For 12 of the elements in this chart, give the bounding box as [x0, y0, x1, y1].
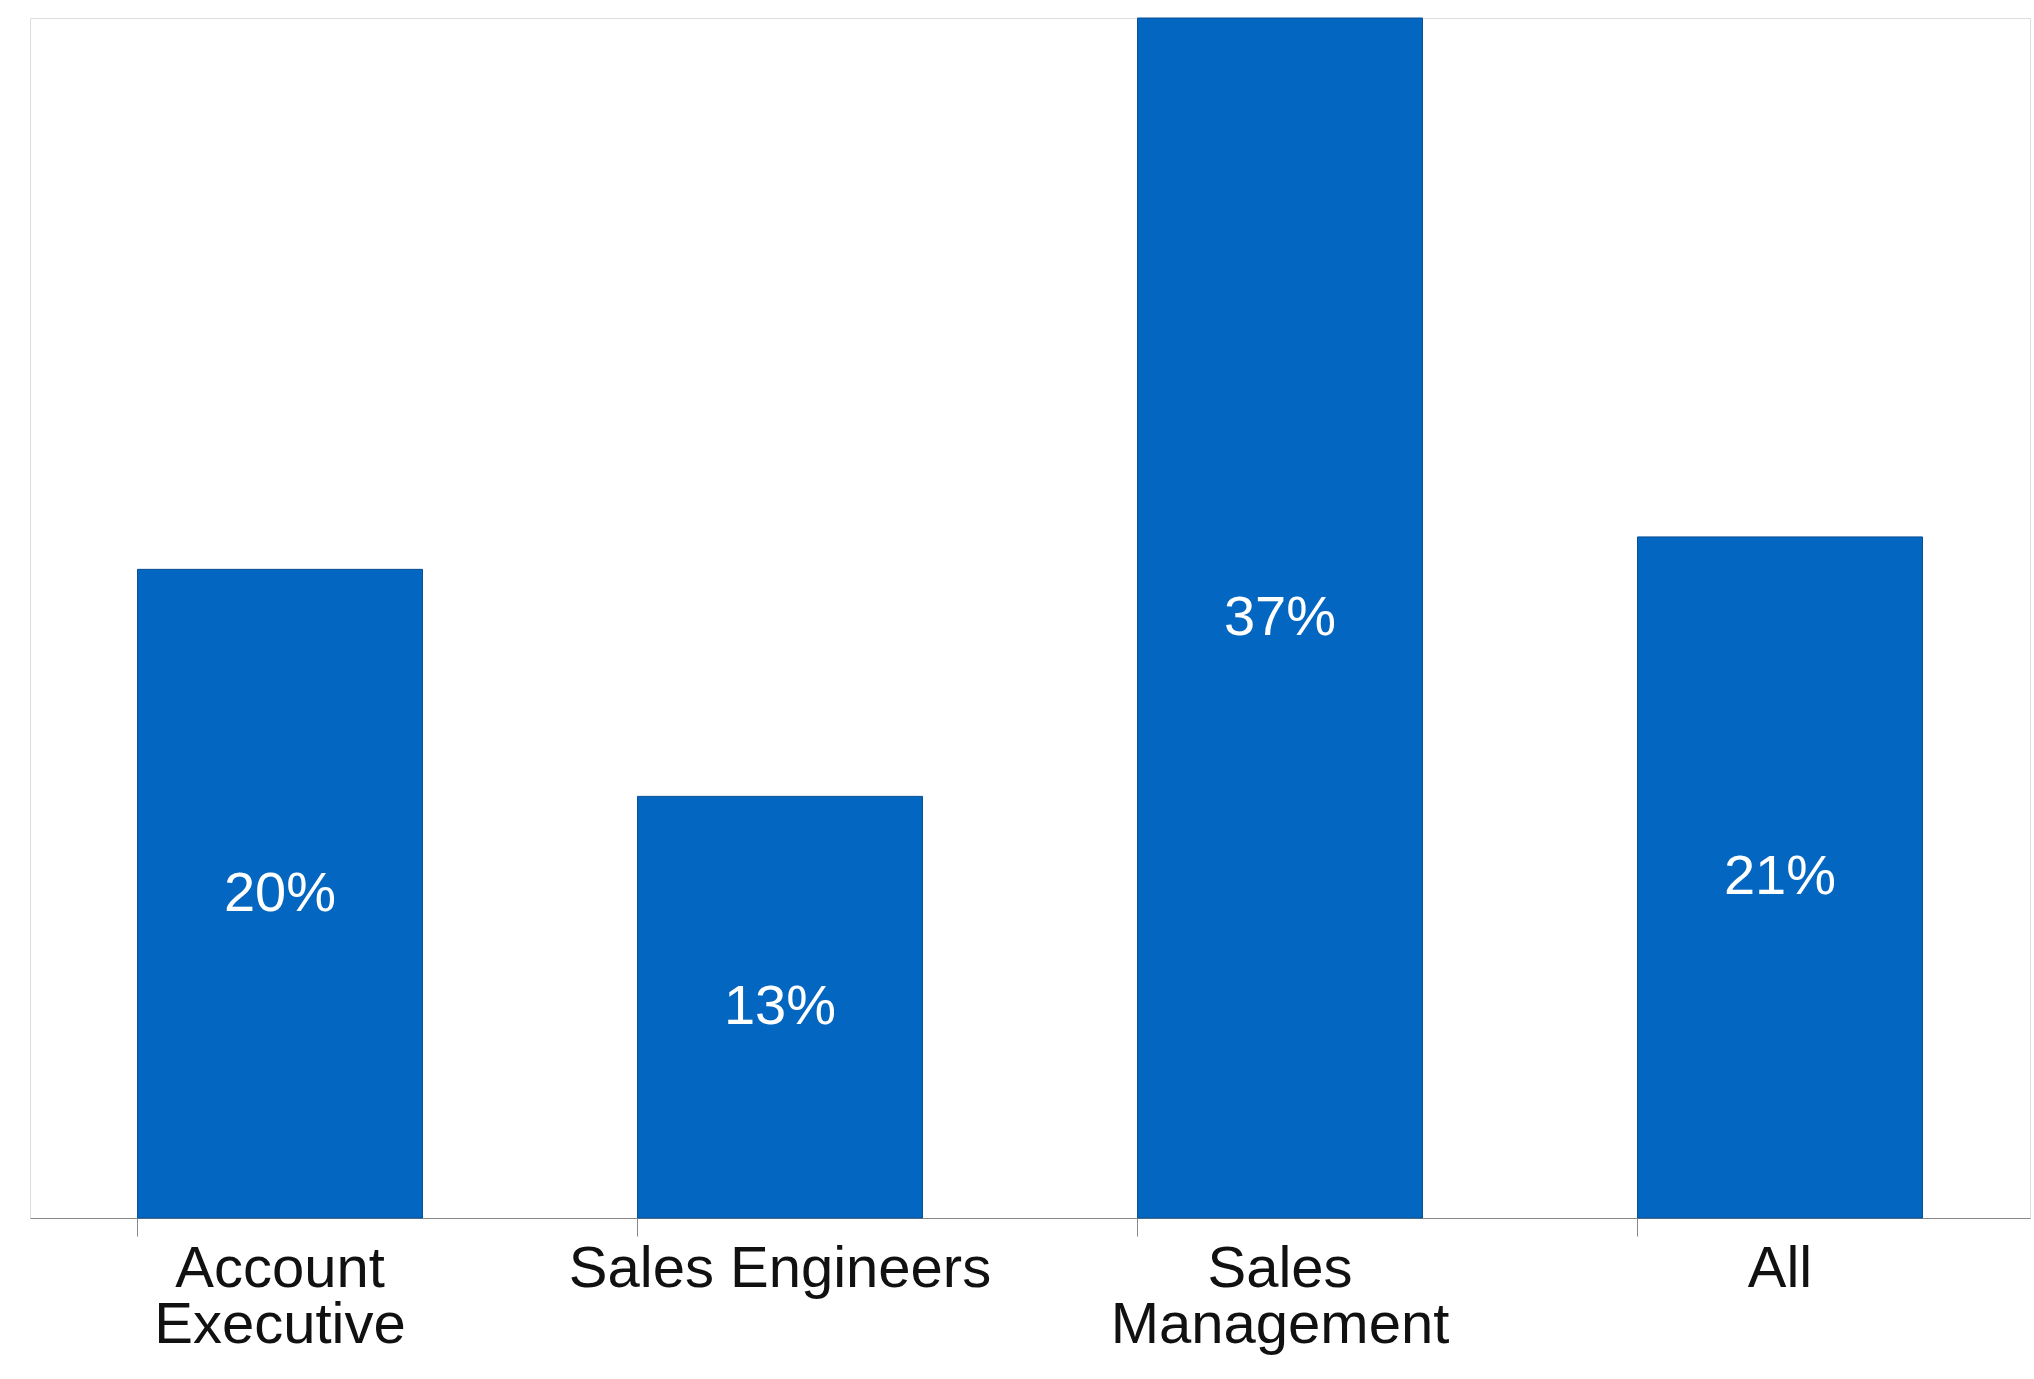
x-tick-label: All [1747, 1233, 1813, 1299]
data-label: 13% [723, 973, 837, 1037]
bar [1137, 17, 1423, 1219]
data-label: 37% [1223, 584, 1337, 647]
bar [637, 795, 923, 1219]
bar [137, 568, 423, 1219]
x-tick-label: Sales Management [1110, 1233, 1450, 1355]
data-label: 20% [223, 859, 337, 923]
data-label: 21% [1723, 843, 1837, 907]
x-tick-label: Account Executive [154, 1233, 406, 1355]
x-tick-label: Sales Engineers [568, 1233, 992, 1299]
bar [1637, 536, 1923, 1219]
